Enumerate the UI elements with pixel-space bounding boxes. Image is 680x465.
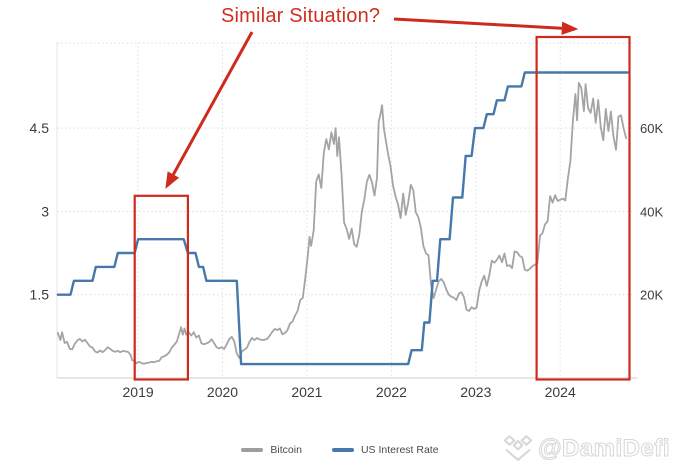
legend-item-interest-rate: US Interest Rate bbox=[331, 444, 439, 456]
watermark: @DamiDefi bbox=[502, 434, 670, 463]
watermark-text: @DamiDefi bbox=[538, 434, 670, 462]
y-left-tick-label: 1.5 bbox=[30, 287, 50, 303]
x-tick-label: 2021 bbox=[291, 384, 322, 400]
us-interest-rate-line bbox=[56, 71, 629, 366]
arrow-to-2019-box bbox=[165, 31, 254, 189]
highlight-box-2024 bbox=[535, 35, 631, 381]
x-tick-label: 2020 bbox=[207, 384, 238, 400]
y-right-tick-label: 40K bbox=[640, 205, 663, 220]
y-right-tick-label: 60K bbox=[640, 121, 663, 136]
y-right-tick-label: 20K bbox=[640, 288, 663, 303]
highlight-box-2019 bbox=[133, 194, 189, 381]
legend-item-bitcoin: Bitcoin bbox=[241, 444, 302, 456]
x-tick-label: 2024 bbox=[545, 384, 576, 400]
chevron-diamond-icon bbox=[503, 435, 533, 461]
x-tick-label: 2022 bbox=[376, 384, 407, 400]
y-left-tick-label: 3 bbox=[41, 203, 49, 219]
legend-label-bitcoin: Bitcoin bbox=[270, 444, 302, 456]
arrow-to-2024-box bbox=[393, 17, 579, 35]
gridlines bbox=[57, 42, 632, 378]
y-left-tick-label: 4.5 bbox=[30, 120, 50, 136]
x-tick-label: 2019 bbox=[123, 384, 154, 400]
x-tick-label: 2023 bbox=[460, 384, 491, 400]
legend: Bitcoin US Interest Rate bbox=[0, 444, 680, 456]
legend-label-interest-rate: US Interest Rate bbox=[360, 444, 439, 456]
annotation-title: Similar Situation? bbox=[221, 5, 381, 27]
bitcoin-line-swatch bbox=[241, 448, 264, 452]
bitcoin-line bbox=[56, 81, 627, 365]
interest-rate-line-swatch bbox=[331, 448, 354, 452]
